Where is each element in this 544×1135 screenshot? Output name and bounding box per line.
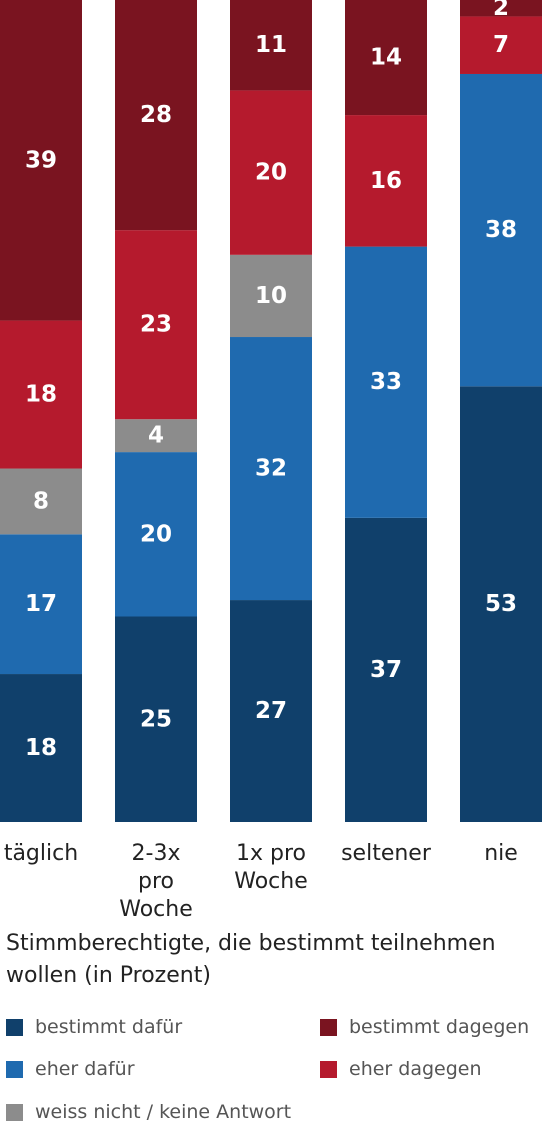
data-label: 32 xyxy=(255,456,287,482)
legend-item: eher dagegen xyxy=(320,1057,482,1081)
bar-segment xyxy=(230,337,312,601)
legend-swatch xyxy=(6,1103,23,1121)
data-label: 7 xyxy=(493,32,509,58)
bar-segment xyxy=(115,230,197,420)
data-label: 2 xyxy=(493,0,509,21)
bar-segment xyxy=(0,0,82,321)
data-label: 18 xyxy=(25,735,57,761)
bar-segment xyxy=(460,386,542,822)
data-label: 28 xyxy=(140,102,172,128)
data-label: 4 xyxy=(148,423,164,449)
legend-label: weiss nicht / keine Antwort xyxy=(35,1101,292,1123)
data-label: 38 xyxy=(485,217,517,243)
data-label: 27 xyxy=(255,698,287,724)
bar-segment xyxy=(115,452,197,617)
data-label: 18 xyxy=(25,382,57,408)
legend-swatch xyxy=(320,1018,337,1036)
bar-segment xyxy=(0,674,82,822)
bar-segment xyxy=(345,115,427,247)
legend-label: bestimmt dafür xyxy=(35,1016,183,1038)
data-label: 53 xyxy=(485,591,517,617)
legend-label: eher dagegen xyxy=(349,1058,482,1080)
data-label: 8 xyxy=(33,488,49,514)
legend-swatch xyxy=(320,1060,337,1078)
bar-segment xyxy=(460,16,542,74)
bar-segment xyxy=(345,246,427,518)
data-label: 16 xyxy=(370,168,402,194)
data-label: 10 xyxy=(255,283,287,309)
bar-segment xyxy=(0,468,82,535)
bar-segment xyxy=(115,616,197,822)
legend-swatch xyxy=(6,1060,23,1078)
data-label: 20 xyxy=(140,521,172,547)
category-label: 2-3x pro Woche xyxy=(119,841,193,922)
bar-segment xyxy=(0,320,82,469)
legend-item: eher dafür xyxy=(6,1057,135,1081)
legend-item: weiss nicht / keine Antwort xyxy=(6,1100,291,1124)
bar-segment xyxy=(115,0,197,231)
data-label: 39 xyxy=(25,147,57,173)
legend-swatch xyxy=(6,1018,23,1036)
data-label: 23 xyxy=(140,312,172,338)
bar-segment xyxy=(460,0,542,17)
data-label: 20 xyxy=(255,160,287,186)
bar-segment xyxy=(0,534,82,675)
legend-item: bestimmt dagegen xyxy=(320,1015,529,1039)
bar-segment xyxy=(345,517,427,822)
legend-label: bestimmt dagegen xyxy=(349,1016,530,1038)
data-label: 33 xyxy=(370,369,402,395)
data-label: 17 xyxy=(25,591,57,617)
bar-segment xyxy=(460,73,542,387)
data-label: 37 xyxy=(370,657,402,683)
bar-segment xyxy=(345,0,427,116)
legend-label: eher dafür xyxy=(35,1058,135,1080)
data-label: 14 xyxy=(370,45,402,71)
bar-segment xyxy=(115,419,197,453)
stacked-bar-chart: 1817818392520423282732102011373316145338… xyxy=(0,0,542,822)
chart-subtitle: Stimmberechtigte, die bestimmt teilnehme… xyxy=(6,931,496,988)
category-label: täglich xyxy=(3,841,79,866)
bar-segment xyxy=(230,254,312,338)
category-label: seltener xyxy=(341,841,431,866)
bar-segment xyxy=(230,90,312,255)
legend-item: bestimmt dafür xyxy=(6,1015,182,1039)
category-label: 1x pro Woche xyxy=(234,841,308,894)
data-label: 25 xyxy=(140,706,172,732)
category-label: nie xyxy=(484,841,518,866)
bar-segment xyxy=(230,600,312,822)
bar-segment xyxy=(230,0,312,91)
data-label: 11 xyxy=(255,32,287,58)
